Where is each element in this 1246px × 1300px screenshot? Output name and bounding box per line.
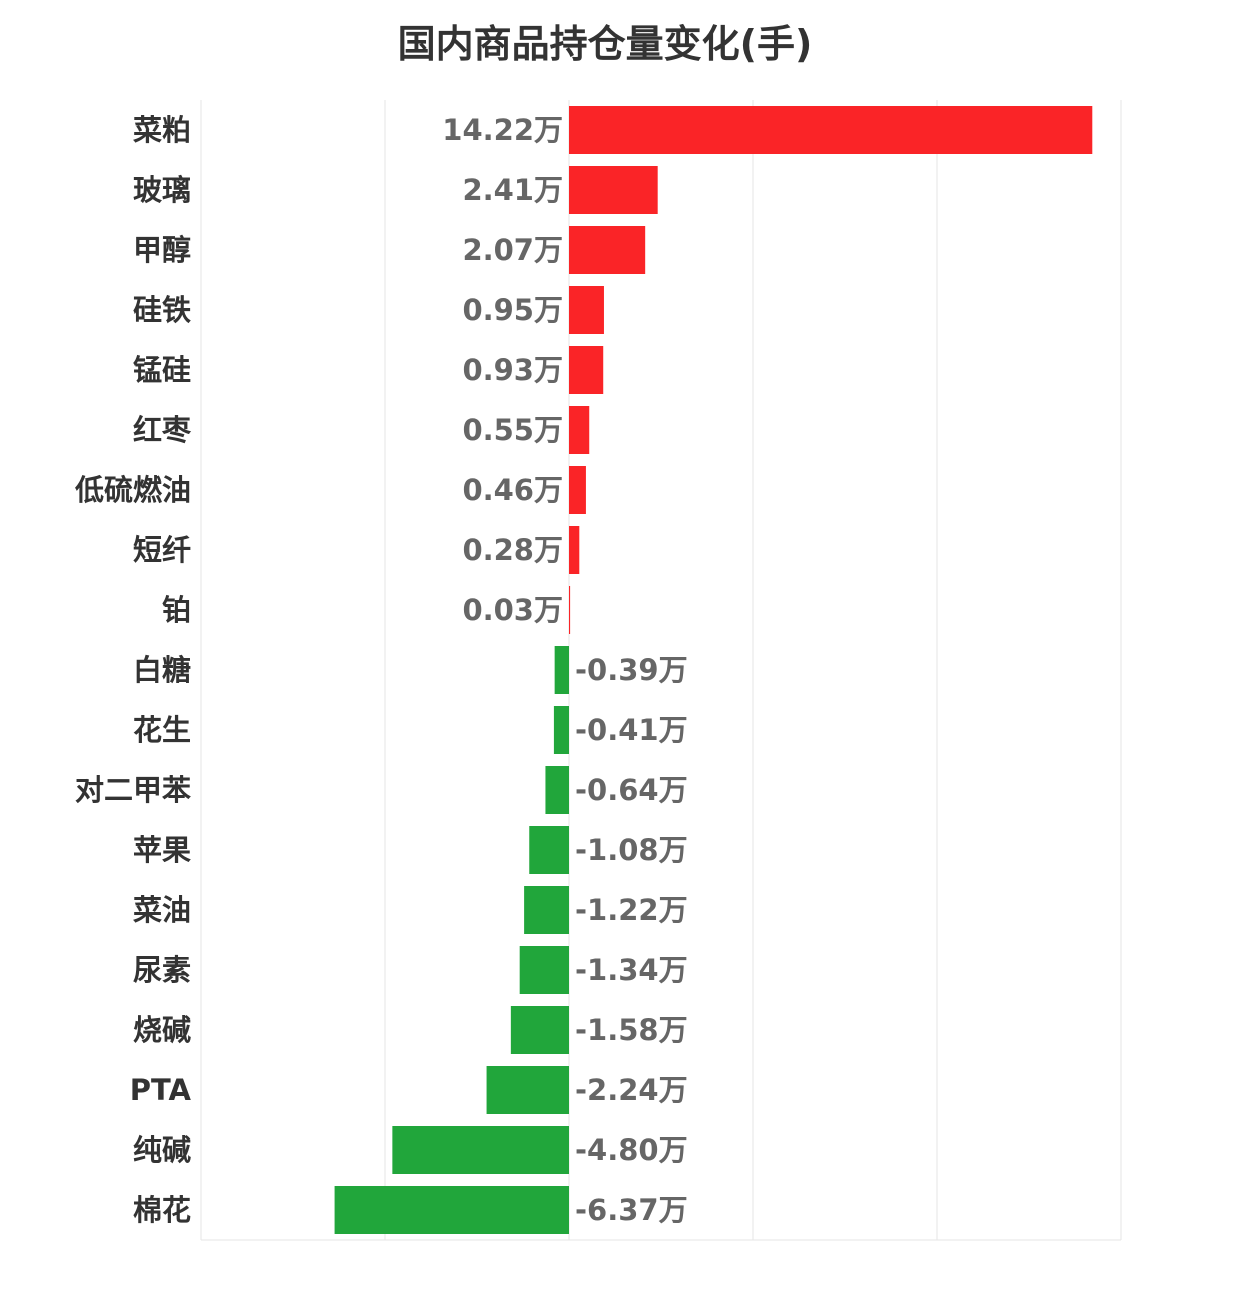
value-label: 0.03万 xyxy=(462,593,563,627)
value-label: -4.80万 xyxy=(575,1133,688,1167)
category-label: 棉花 xyxy=(133,1193,191,1227)
category-label: 铂 xyxy=(162,593,191,627)
bar xyxy=(392,1126,569,1174)
bar xyxy=(569,286,604,334)
bar xyxy=(569,526,580,574)
value-label: 2.41万 xyxy=(462,173,563,207)
bar xyxy=(334,1186,569,1234)
bar xyxy=(569,226,646,274)
category-label: 低硫燃油 xyxy=(74,473,191,507)
category-label: 烧碱 xyxy=(133,1013,191,1047)
category-label: 玻璃 xyxy=(133,173,191,207)
category-label: 甲醇 xyxy=(133,233,191,267)
value-label: 0.95万 xyxy=(462,293,563,327)
bar xyxy=(519,946,569,994)
bars xyxy=(334,106,1093,1234)
value-label: -0.64万 xyxy=(575,773,688,807)
bar xyxy=(569,106,1093,154)
category-label: 锰硅 xyxy=(133,353,191,387)
category-label: 硅铁 xyxy=(133,293,191,327)
category-label: 纯碱 xyxy=(133,1133,191,1167)
value-label: -0.41万 xyxy=(575,713,688,747)
value-label: -0.39万 xyxy=(575,653,688,687)
category-label: 菜油 xyxy=(133,893,191,927)
value-label: 14.22万 xyxy=(442,113,563,147)
bar xyxy=(569,346,604,394)
bar xyxy=(545,766,569,814)
category-label: PTA xyxy=(130,1073,192,1107)
value-label: -1.34万 xyxy=(575,953,688,987)
bar xyxy=(524,886,569,934)
category-label: 对二甲苯 xyxy=(75,773,191,807)
category-label: 花生 xyxy=(133,713,191,747)
bar xyxy=(529,826,569,874)
value-label: 0.93万 xyxy=(462,353,563,387)
bar xyxy=(569,406,590,454)
category-label: 白糖 xyxy=(133,653,191,687)
bar xyxy=(554,646,569,694)
value-labels: 14.22万 2.41万 2.07万 0.95万 0.93万 0.55万 0.46万 0.28… xyxy=(442,113,687,1227)
bar xyxy=(569,466,586,514)
value-label: 0.28万 xyxy=(462,533,563,567)
category-label: 红枣 xyxy=(133,413,192,447)
category-label: 尿素 xyxy=(133,953,191,987)
chart-title: 国内商品持仓量变化(手) xyxy=(397,22,813,66)
value-label: -2.24万 xyxy=(575,1073,688,1107)
value-label: 0.46万 xyxy=(462,473,563,507)
value-label: -1.58万 xyxy=(575,1013,688,1047)
category-label: 菜粕 xyxy=(133,113,191,147)
bar xyxy=(486,1066,569,1114)
bar xyxy=(569,166,658,214)
value-label: -6.37万 xyxy=(575,1193,688,1227)
value-label: -1.22万 xyxy=(575,893,688,927)
bar xyxy=(510,1006,569,1054)
category-label: 苹果 xyxy=(133,833,191,867)
bar xyxy=(569,586,571,634)
category-label: 短纤 xyxy=(133,533,191,567)
bar xyxy=(553,706,569,754)
value-label: 0.55万 xyxy=(462,413,563,447)
value-label: -1.08万 xyxy=(575,833,688,867)
value-label: 2.07万 xyxy=(462,233,563,267)
